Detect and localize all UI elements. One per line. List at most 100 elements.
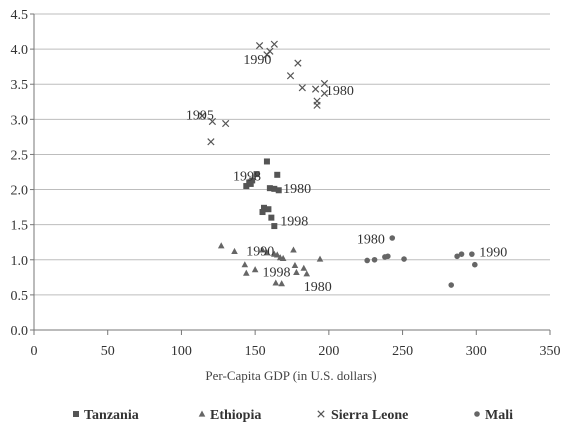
cross-stroke	[298, 84, 306, 92]
ethiopia-point	[251, 266, 259, 273]
cross-stroke	[294, 59, 302, 67]
tanzania-point	[260, 204, 267, 211]
sierra-leone-point	[266, 47, 274, 55]
mali-point	[454, 253, 460, 260]
ethiopia-point	[279, 254, 287, 261]
ethiopia-point	[241, 261, 249, 268]
y-tick-label: 4.5	[11, 8, 29, 23]
legend-marker-mali	[474, 411, 480, 417]
ethiopia-point	[303, 270, 311, 277]
y-tick-labels: 0.0 0.5 1.0 1.5 2.0 2.5 3.0 3.5 4.0 4.5	[11, 8, 29, 339]
sierra-leone-point	[198, 112, 206, 120]
mali-point	[401, 256, 407, 262]
x-tick-labels: 0 50 100 150 200 250 300 350	[31, 344, 561, 359]
cross-stroke	[207, 138, 215, 146]
year-annotation: 1995	[186, 108, 214, 123]
tanzania-point	[271, 185, 278, 192]
cross-stroke	[222, 119, 230, 128]
legend-label-tanzania: Tanzania	[84, 408, 139, 423]
cross-stroke	[266, 47, 274, 55]
mali-point	[448, 282, 455, 288]
ethiopia-point	[293, 268, 300, 276]
cross-stroke	[286, 72, 295, 80]
legend-marker-sierra-leone	[317, 410, 325, 418]
tanzania-point	[274, 171, 281, 178]
sierra-leone-point	[270, 40, 278, 48]
cross-stroke	[311, 85, 320, 93]
legend-item-mali: Mali	[474, 408, 513, 423]
y-tick-label: 3.0	[11, 113, 29, 128]
ethiopia-point	[291, 261, 299, 268]
y-tick-label: 1.5	[11, 219, 29, 234]
x-tick-label: 50	[101, 344, 115, 359]
x-tick-label: 250	[392, 344, 413, 359]
cross-stroke	[317, 410, 325, 418]
y-tick-label: 3.5	[11, 78, 29, 93]
ethiopia-point	[316, 255, 324, 262]
y-tick-label: 4.0	[11, 43, 29, 58]
ethiopia-point	[231, 247, 238, 254]
cross-stroke	[270, 40, 278, 48]
tanzania-point	[243, 183, 250, 190]
mali-point	[458, 251, 465, 257]
y-tick-label: 0.0	[11, 324, 29, 339]
year-annotation: 1998	[233, 170, 261, 185]
x-tick-label: 0	[31, 344, 38, 359]
tanzania-point	[249, 177, 256, 184]
mali-point	[364, 257, 370, 264]
legend-marker-ethiopia	[198, 410, 206, 417]
sierra-leone-point	[313, 101, 321, 109]
tanzania-point	[268, 214, 275, 221]
mali-point	[389, 235, 396, 241]
tanzania-point	[247, 180, 254, 187]
legend-label-ethiopia: Ethiopia	[210, 408, 261, 423]
ethiopia-point	[259, 246, 266, 253]
mali-point	[385, 253, 391, 260]
ethiopia-point	[300, 264, 308, 271]
cross-stroke	[313, 101, 321, 109]
x-tick-label: 350	[540, 344, 561, 359]
x-tick-label: 100	[171, 344, 192, 359]
ethiopia-point	[217, 242, 225, 249]
ethiopia-point	[272, 279, 280, 286]
legend-label-sierra-leone: Sierra Leone	[331, 408, 408, 423]
sierra-leone-point	[320, 79, 329, 88]
sierra-leone-point	[208, 117, 217, 126]
year-annotation: 1998	[263, 266, 291, 281]
sierra-leone-point	[320, 89, 329, 97]
year-annotation: 1980	[326, 84, 354, 99]
cross-stroke	[208, 117, 217, 126]
sierra-leone-point	[311, 85, 320, 93]
cross-stroke	[320, 79, 329, 88]
year-annotation: 1990	[243, 53, 271, 68]
x-tick-label: 200	[318, 344, 339, 359]
x-tick-label: 150	[245, 344, 266, 359]
sierra-leone-point	[298, 84, 306, 92]
year-annotation: 1980	[304, 280, 332, 295]
legend-item-sierra-leone: Sierra Leone	[317, 408, 408, 423]
tanzania-point	[259, 209, 266, 216]
ethiopia-point	[278, 280, 285, 287]
year-annotation: 1990	[479, 245, 507, 260]
sierra-leone-point	[286, 72, 295, 80]
gridlines	[34, 13, 550, 296]
y-tick-label: 0.5	[11, 289, 29, 304]
tanzania-point	[266, 185, 273, 192]
tanzania-point	[263, 158, 270, 165]
sierra-leone-point	[207, 138, 215, 146]
cross-stroke	[320, 89, 329, 97]
x-tick-label: 300	[466, 344, 487, 359]
axes	[30, 13, 551, 335]
legend-item-ethiopia: Ethiopia	[198, 408, 261, 423]
legend-item-tanzania: Tanzania	[73, 408, 139, 423]
legend-marker-tanzania	[73, 411, 79, 417]
tanzania-point	[275, 187, 282, 194]
year-annotation: 1998	[280, 214, 308, 229]
sierra-leone-point	[294, 59, 302, 67]
y-tick-label: 2.5	[11, 148, 29, 163]
y-tick-label: 2.0	[11, 184, 29, 199]
sierra-leone-point	[255, 41, 264, 50]
x-axis-title: Per-Capita GDP (in U.S. dollars)	[205, 368, 376, 383]
year-annotation: 1980	[283, 182, 311, 197]
